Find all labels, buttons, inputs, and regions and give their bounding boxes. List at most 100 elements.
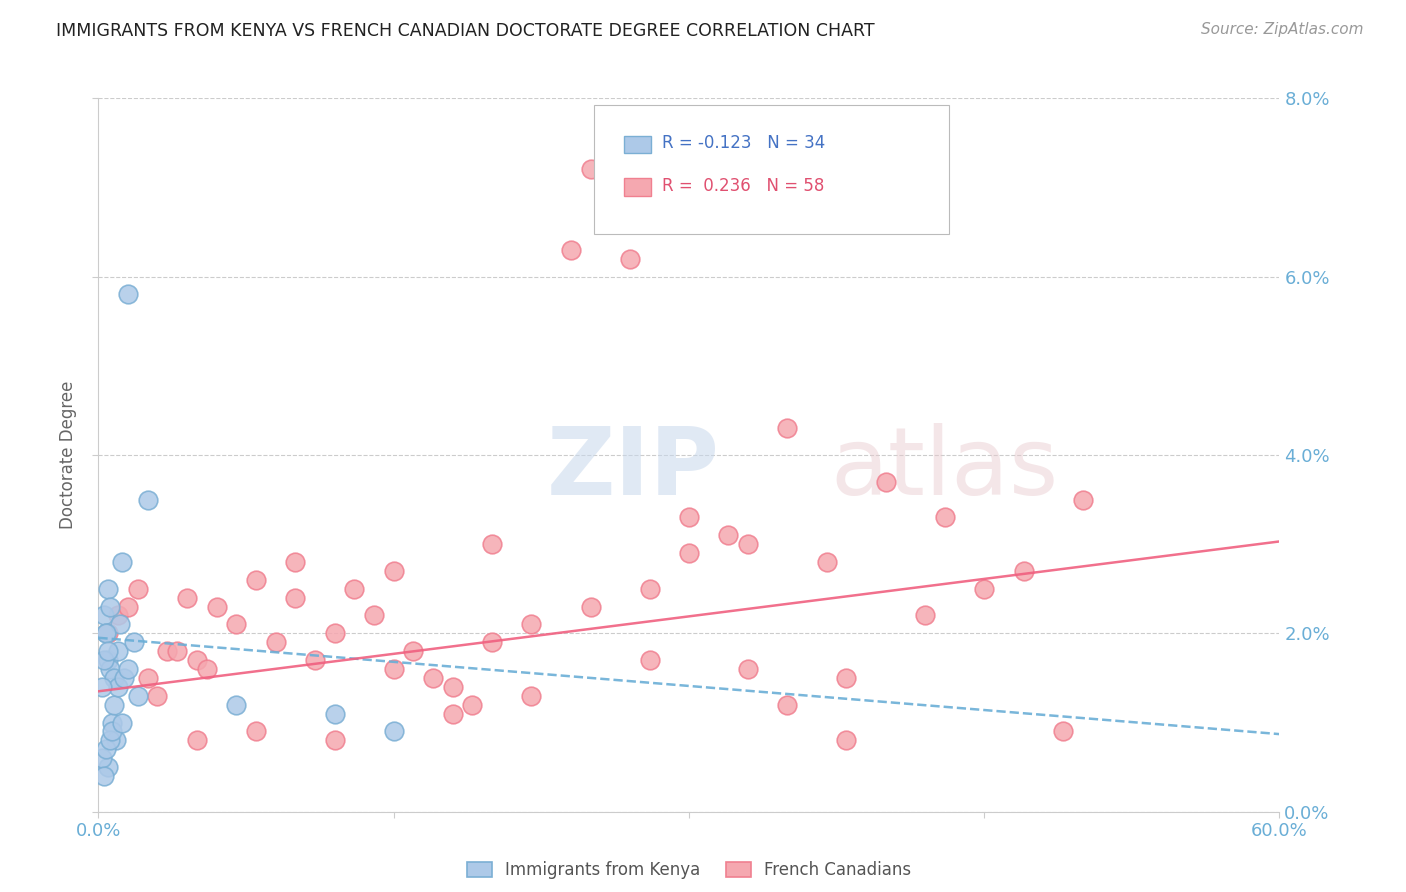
Point — [108, 617, 131, 632]
Point — [127, 689, 149, 703]
Point — [117, 599, 139, 614]
Point — [245, 724, 267, 739]
Point — [737, 537, 759, 551]
Point — [382, 724, 405, 739]
Point — [323, 706, 346, 721]
Point — [112, 671, 135, 685]
Text: R =  0.236   N = 58: R = 0.236 N = 58 — [662, 177, 825, 194]
Point — [579, 599, 602, 614]
Point — [638, 653, 661, 667]
Point — [96, 626, 118, 640]
Point — [186, 653, 208, 667]
Point — [619, 252, 641, 266]
Point — [91, 751, 114, 765]
Point — [93, 653, 115, 667]
Text: ZIP: ZIP — [547, 423, 720, 516]
Point — [520, 617, 543, 632]
Point — [875, 475, 897, 489]
Point — [117, 287, 139, 301]
Point — [93, 769, 115, 783]
Point — [98, 599, 121, 614]
Point — [136, 671, 159, 685]
Point — [136, 492, 159, 507]
Point — [105, 733, 128, 747]
Point — [815, 555, 838, 569]
Point — [97, 760, 120, 774]
Point — [186, 733, 208, 747]
Point — [245, 573, 267, 587]
Bar — [624, 136, 651, 153]
Point — [776, 698, 799, 712]
Point — [638, 582, 661, 596]
Point — [91, 680, 114, 694]
Point — [363, 608, 385, 623]
Point — [195, 662, 218, 676]
Point — [98, 733, 121, 747]
Point — [101, 724, 124, 739]
Point — [97, 582, 120, 596]
Text: IMMIGRANTS FROM KENYA VS FRENCH CANADIAN DOCTORATE DEGREE CORRELATION CHART: IMMIGRANTS FROM KENYA VS FRENCH CANADIAN… — [56, 22, 875, 40]
Point — [678, 546, 700, 560]
Point — [461, 698, 484, 712]
Point — [97, 626, 120, 640]
Point — [323, 733, 346, 747]
Point — [98, 662, 121, 676]
Point — [1052, 724, 1074, 739]
Point — [156, 644, 179, 658]
Point — [934, 510, 956, 524]
Point — [264, 635, 287, 649]
Point — [176, 591, 198, 605]
Point — [225, 698, 247, 712]
Y-axis label: Doctorate Degree: Doctorate Degree — [59, 381, 77, 529]
Point — [96, 742, 118, 756]
Point — [343, 582, 366, 596]
Point — [101, 715, 124, 730]
Point — [1071, 492, 1094, 507]
Point — [103, 698, 125, 712]
Point — [914, 608, 936, 623]
Legend: Immigrants from Kenya, French Canadians: Immigrants from Kenya, French Canadians — [460, 855, 918, 886]
Point — [304, 653, 326, 667]
Point — [284, 555, 307, 569]
Text: Source: ZipAtlas.com: Source: ZipAtlas.com — [1201, 22, 1364, 37]
Point — [107, 608, 129, 623]
Point — [520, 689, 543, 703]
Point — [127, 582, 149, 596]
Point — [835, 733, 858, 747]
Text: atlas: atlas — [831, 423, 1059, 516]
Point — [382, 662, 405, 676]
Point — [122, 635, 145, 649]
Point — [107, 680, 129, 694]
Point — [117, 662, 139, 676]
Point — [107, 644, 129, 658]
Point — [776, 421, 799, 435]
Point — [225, 617, 247, 632]
Point — [402, 644, 425, 658]
Point — [323, 626, 346, 640]
Point — [382, 564, 405, 578]
Point — [481, 635, 503, 649]
FancyBboxPatch shape — [595, 105, 949, 234]
Point — [973, 582, 995, 596]
Point — [97, 653, 120, 667]
Point — [166, 644, 188, 658]
Point — [146, 689, 169, 703]
Point — [678, 510, 700, 524]
Point — [205, 599, 228, 614]
Point — [737, 662, 759, 676]
Point — [284, 591, 307, 605]
Point — [1012, 564, 1035, 578]
Point — [481, 537, 503, 551]
Point — [717, 528, 740, 542]
Point — [835, 671, 858, 685]
Point — [111, 715, 134, 730]
Point — [111, 555, 134, 569]
Text: R = -0.123   N = 34: R = -0.123 N = 34 — [662, 134, 825, 152]
Point — [96, 626, 118, 640]
Point — [93, 608, 115, 623]
Point — [441, 706, 464, 721]
Point — [441, 680, 464, 694]
Point — [103, 671, 125, 685]
Point — [579, 162, 602, 177]
Point — [560, 243, 582, 257]
